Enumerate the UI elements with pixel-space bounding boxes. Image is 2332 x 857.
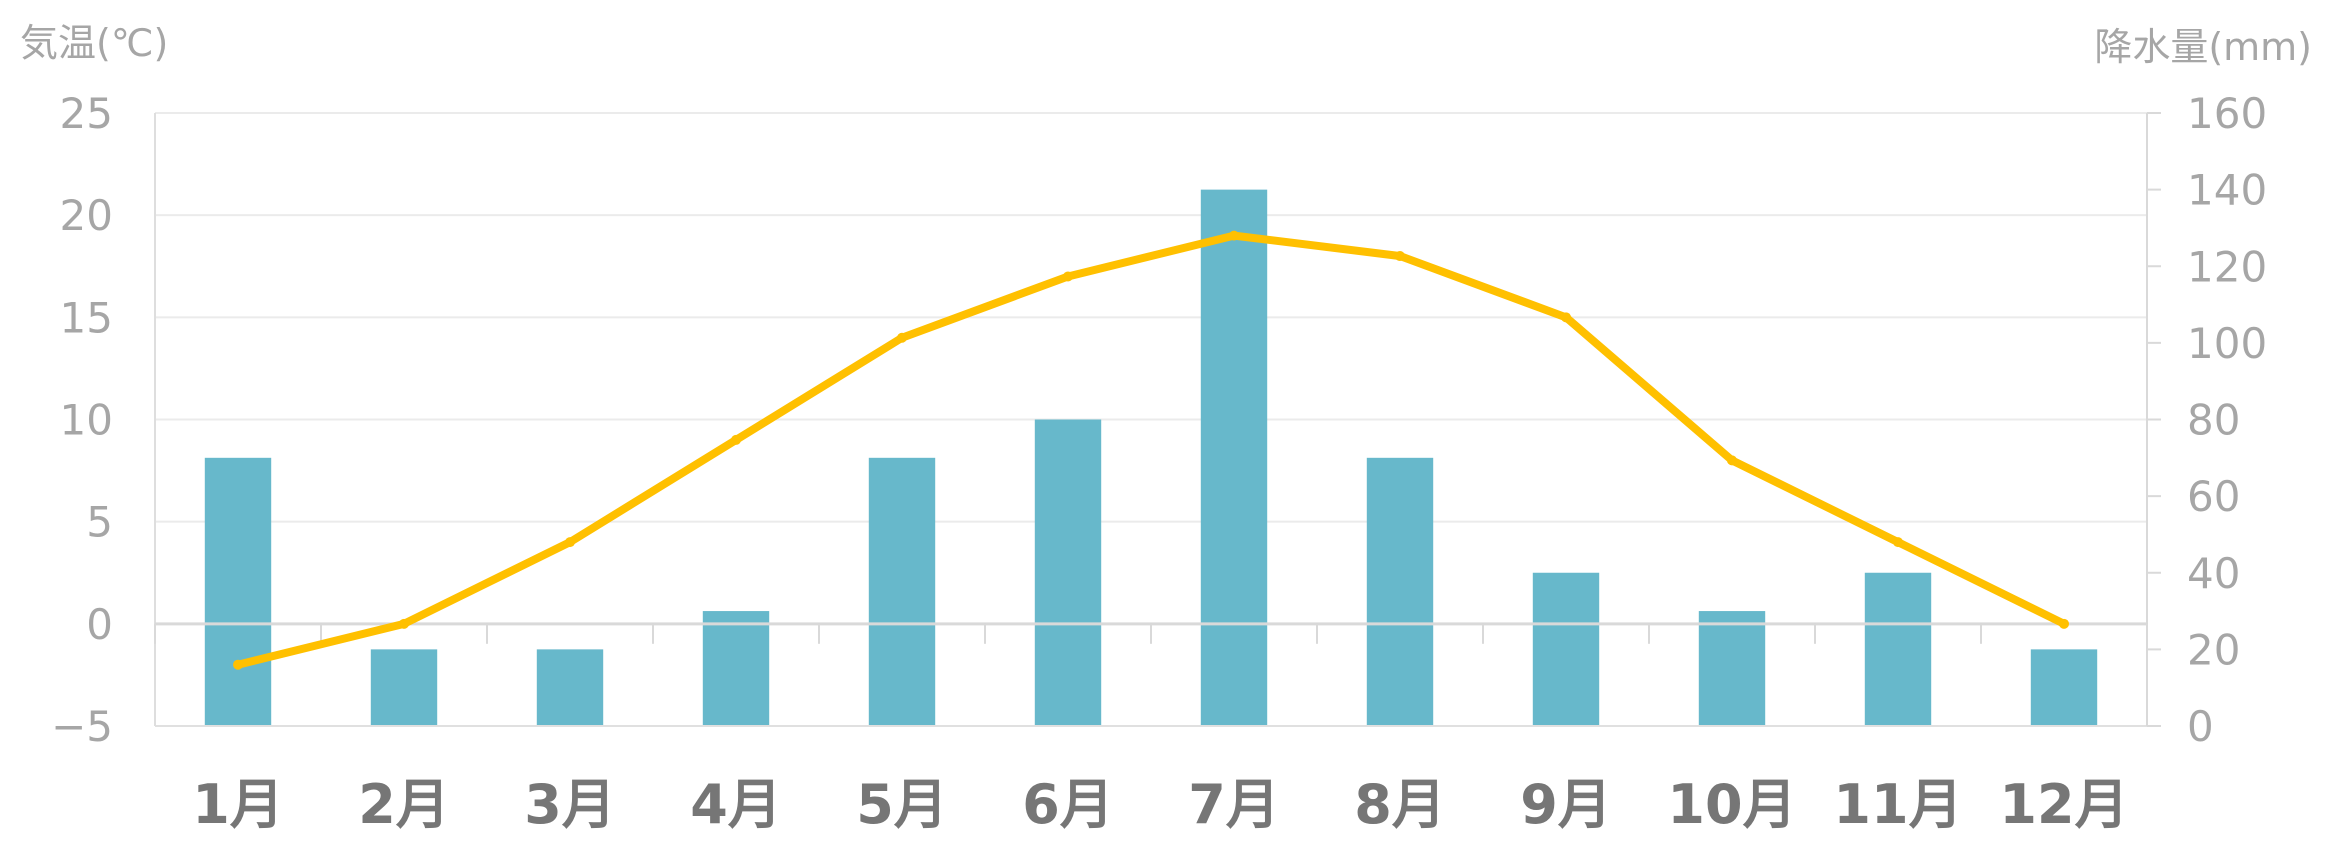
right-tick-label: 40: [2187, 549, 2240, 598]
right-tick-label: 20: [2187, 625, 2240, 674]
right-axis-ticks: 160 140 120 100 80 60 40 20 0: [2187, 89, 2267, 751]
x-tick-label: 2月: [358, 773, 450, 836]
bar: [1532, 572, 1600, 726]
x-tick-label: 3月: [524, 773, 616, 836]
temperature-point: [731, 434, 741, 445]
bar: [370, 649, 438, 726]
left-tick-label: −5: [51, 702, 113, 751]
temperature-point: [1727, 455, 1737, 466]
left-axis-label: 気温(℃): [20, 21, 168, 65]
bar: [702, 611, 770, 726]
x-tick-label: 11月: [1833, 773, 1962, 836]
gridlines: [155, 112, 2147, 523]
right-tick-label: 0: [2187, 702, 2214, 751]
temperature-point: [565, 537, 575, 548]
temperature-point: [1229, 230, 1239, 241]
x-tick-label: 8月: [1354, 773, 1446, 836]
x-tick-label: 4月: [690, 773, 782, 836]
x-tick-label: 12月: [1999, 773, 2128, 836]
x-tick-label: 6月: [1022, 773, 1114, 836]
right-tick-label: 120: [2187, 242, 2267, 291]
x-tick-label: 7月: [1188, 773, 1280, 836]
left-tick-label: 0: [86, 600, 113, 649]
temperature-point: [1561, 312, 1571, 323]
temperature-series-line: [234, 231, 2068, 669]
temperature-line: [233, 230, 2069, 670]
x-tick-label: 9月: [1520, 773, 1612, 836]
bar: [1698, 611, 1766, 726]
right-tick-label: 140: [2187, 166, 2267, 215]
temperature-point: [2059, 618, 2069, 629]
temperature-point: [897, 332, 907, 343]
x-tick-label: 1月: [192, 773, 284, 836]
left-axis-ticks: 25 20 15 10 5 0 −5: [51, 89, 113, 751]
left-tick-label: 25: [60, 89, 113, 138]
right-tick-label: 80: [2187, 396, 2240, 445]
temperature-point: [399, 618, 409, 629]
axes: [154, 112, 2161, 727]
bar: [1366, 457, 1434, 726]
bar: [2030, 649, 2098, 726]
left-tick-label: 10: [60, 396, 113, 445]
bar: [204, 457, 272, 726]
right-tick-label: 160: [2187, 89, 2267, 138]
left-tick-label: 5: [86, 498, 113, 547]
bar: [536, 649, 604, 726]
temperature-point: [233, 659, 243, 670]
temperature-point: [1063, 271, 1073, 282]
temperature-point: [1395, 251, 1405, 262]
bar: [1864, 572, 1932, 726]
temperature-point: [1893, 537, 1903, 548]
precipitation-bars: [204, 189, 2098, 726]
x-tick-label: 10月: [1667, 773, 1796, 836]
bar: [1200, 189, 1268, 726]
right-tick-label: 100: [2187, 319, 2267, 368]
left-tick-label: 20: [60, 191, 113, 240]
left-tick-label: 15: [60, 293, 113, 342]
right-axis-label: 降水量(mm): [2094, 25, 2312, 69]
x-tick-label: 5月: [856, 773, 948, 836]
x-axis-ticks: 1月 2月 3月 4月 5月 6月 7月 8月 9月 10月 11月 12月: [192, 773, 2128, 836]
bar: [868, 457, 936, 726]
right-tick-label: 60: [2187, 472, 2240, 521]
bar: [1034, 419, 1102, 726]
